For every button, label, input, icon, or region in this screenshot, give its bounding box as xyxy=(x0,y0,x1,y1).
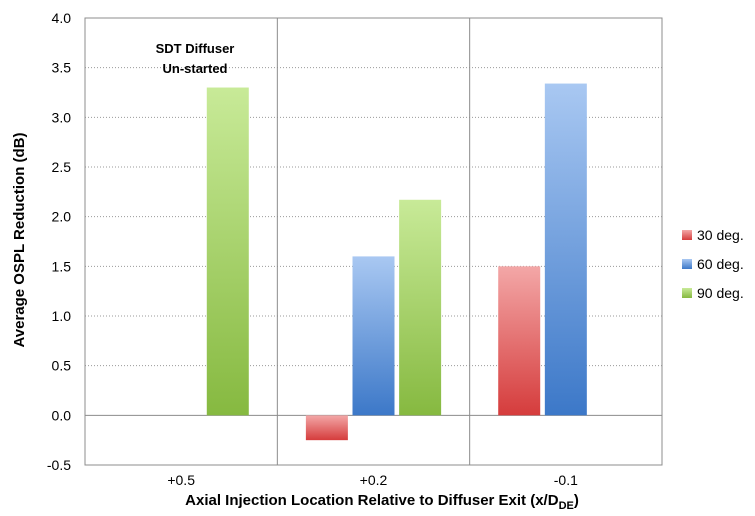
x-tick-label: -0.1 xyxy=(554,472,578,488)
y-axis-title: Average OSPL Reduction (dB) xyxy=(11,132,28,347)
y-tick-label: -0.5 xyxy=(47,457,71,473)
y-tick-label: 1.0 xyxy=(52,308,72,324)
y-axis-ticks: 4.0 3.5 3.0 2.5 2.0 1.5 1.0 0.5 0.0 -0.5 xyxy=(47,10,71,473)
legend-swatch-2 xyxy=(682,259,692,269)
x-axis-title-close: ) xyxy=(574,492,579,509)
bar-60-deg-2 xyxy=(544,83,587,416)
legend: 30 deg. 60 deg. 90 deg. xyxy=(682,227,744,301)
bar-60-deg-1 xyxy=(352,256,395,416)
legend-label-2: 60 deg. xyxy=(697,256,744,272)
y-tick-label: 0.5 xyxy=(52,358,72,374)
y-tick-label: 0.0 xyxy=(52,407,72,423)
y-tick-label: 2.5 xyxy=(52,159,72,175)
legend-label-1: 30 deg. xyxy=(697,227,744,243)
chart-annotation-line1: SDT Diffuser xyxy=(156,41,235,56)
y-tick-label: 4.0 xyxy=(52,10,72,26)
bar-90-deg-1 xyxy=(399,199,442,416)
x-tick-label: +0.5 xyxy=(167,472,195,488)
x-tick-label: +0.2 xyxy=(360,472,388,488)
legend-label-3: 90 deg. xyxy=(697,285,744,301)
plot-area-border xyxy=(84,17,663,466)
bar-30-deg-2 xyxy=(498,266,541,416)
x-axis-title-subscript: DE xyxy=(559,500,574,512)
y-tick-label: 1.5 xyxy=(52,258,72,274)
chart-annotation-line2: Un-started xyxy=(162,61,227,76)
bars xyxy=(206,83,587,441)
x-axis-title: Axial Injection Location Relative to Dif… xyxy=(185,492,579,512)
x-axis-title-main: Axial Injection Location Relative to Dif… xyxy=(185,492,559,509)
x-axis-ticks: +0.5 +0.2 -0.1 xyxy=(167,472,578,488)
bar-30-deg-1 xyxy=(305,415,348,441)
y-tick-label: 3.5 xyxy=(52,60,72,76)
legend-swatch-3 xyxy=(682,288,692,298)
bar-90-deg-0 xyxy=(206,87,249,416)
legend-swatch-1 xyxy=(682,230,692,240)
y-tick-label: 2.0 xyxy=(52,209,72,225)
plot-frame xyxy=(84,17,663,466)
y-tick-label: 3.0 xyxy=(52,109,72,125)
